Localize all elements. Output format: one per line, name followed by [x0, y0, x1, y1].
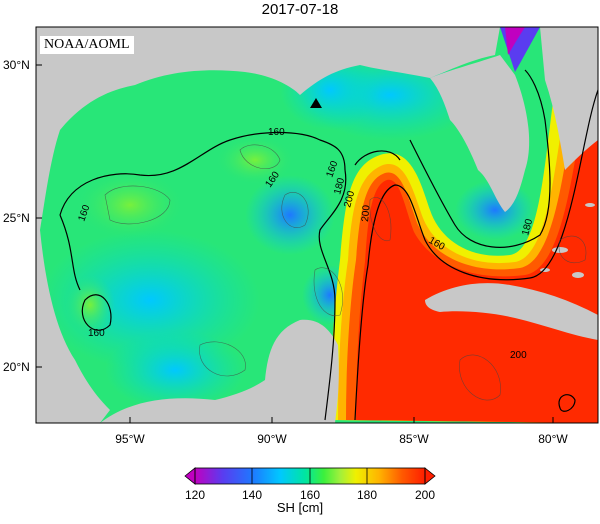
- colorbar: 120 140 160 180 200: [184, 467, 436, 502]
- colorbar-right-arrow: [424, 467, 436, 485]
- lon-tick-95w: 95°W: [115, 432, 145, 446]
- contour-label-160-a: 160: [268, 127, 285, 138]
- lat-tick-labels: 30°N 25°N 20°N: [3, 58, 30, 374]
- lat-tick-30n: 30°N: [3, 58, 30, 72]
- contour-label-200-b: 200: [360, 204, 372, 222]
- colorbar-tick-140: 140: [242, 488, 262, 502]
- colorbar-tick-180: 180: [357, 488, 377, 502]
- colorbar-left-arrow: [184, 467, 196, 485]
- contour-label-160-d: 160: [88, 328, 105, 339]
- contour-label-200-a: 200: [342, 189, 357, 208]
- colorbar-title: SH [cm]: [276, 500, 324, 515]
- contour-label-180-b: 180: [520, 217, 535, 236]
- contour-labels: 160 160 160 160 160 180 200 200 160 180 …: [76, 127, 535, 361]
- map-title: 2017-07-18: [261, 1, 339, 18]
- lon-tick-labels: 95°W 90°W 85°W 80°W: [115, 432, 568, 446]
- colorbar-tick-200: 200: [415, 488, 435, 502]
- lat-tick-25n: 25°N: [3, 211, 30, 225]
- triangle-marker-icon: [310, 98, 322, 108]
- lon-tick-80w: 80°W: [538, 432, 568, 446]
- lat-tick-20n: 20°N: [3, 360, 30, 374]
- colorbar-tick-120: 120: [185, 488, 205, 502]
- contour-label-180-a: 180: [332, 176, 347, 195]
- axis-ticks: [36, 64, 554, 423]
- lon-tick-85w: 85°W: [399, 432, 429, 446]
- credit-label: NOAA/AOML: [40, 36, 134, 54]
- colorbar-tick-160: 160: [300, 488, 320, 502]
- map-field: 160 160 160 160 160 180 200 200 160 180 …: [36, 27, 598, 423]
- lon-tick-90w: 90°W: [257, 432, 287, 446]
- contour-label-200-c: 200: [510, 350, 527, 361]
